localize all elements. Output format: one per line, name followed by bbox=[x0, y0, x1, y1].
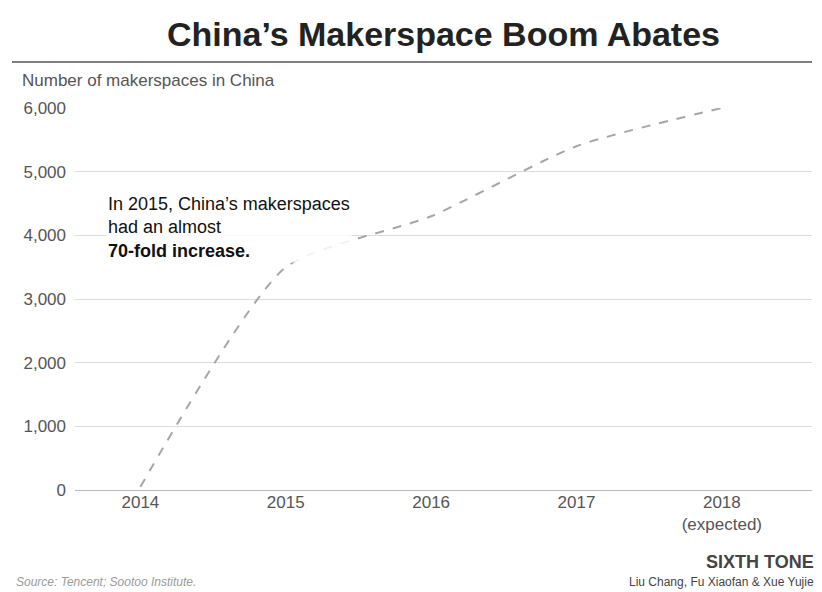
svg-text:1,000: 1,000 bbox=[23, 417, 66, 436]
svg-text:Liu Chang, Fu Xiaofan & Xue Yu: Liu Chang, Fu Xiaofan & Xue Yujie bbox=[629, 575, 814, 589]
svg-text:SIXTH TONE: SIXTH TONE bbox=[706, 552, 814, 572]
svg-text:3,000: 3,000 bbox=[23, 290, 66, 309]
svg-text:Number of makerspaces in China: Number of makerspaces in China bbox=[22, 71, 275, 90]
svg-text:2014: 2014 bbox=[121, 493, 159, 512]
svg-text:China’s Makerspace Boom Abates: China’s Makerspace Boom Abates bbox=[167, 15, 720, 53]
svg-text:2,000: 2,000 bbox=[23, 354, 66, 373]
svg-text:In 2015, China’s makerspacesha: In 2015, China’s makerspaceshad an almos… bbox=[108, 194, 350, 261]
svg-text:4,000: 4,000 bbox=[23, 226, 66, 245]
svg-text:2015: 2015 bbox=[267, 493, 305, 512]
svg-text:0: 0 bbox=[57, 481, 66, 500]
svg-text:2016: 2016 bbox=[412, 493, 450, 512]
svg-text:5,000: 5,000 bbox=[23, 163, 66, 182]
svg-text:6,000: 6,000 bbox=[23, 99, 66, 118]
svg-text:2018(expected): 2018(expected) bbox=[682, 493, 762, 534]
svg-text:2017: 2017 bbox=[558, 493, 596, 512]
svg-text:Source: Tencent; Sootoo Instit: Source: Tencent; Sootoo Institute. bbox=[16, 575, 196, 589]
